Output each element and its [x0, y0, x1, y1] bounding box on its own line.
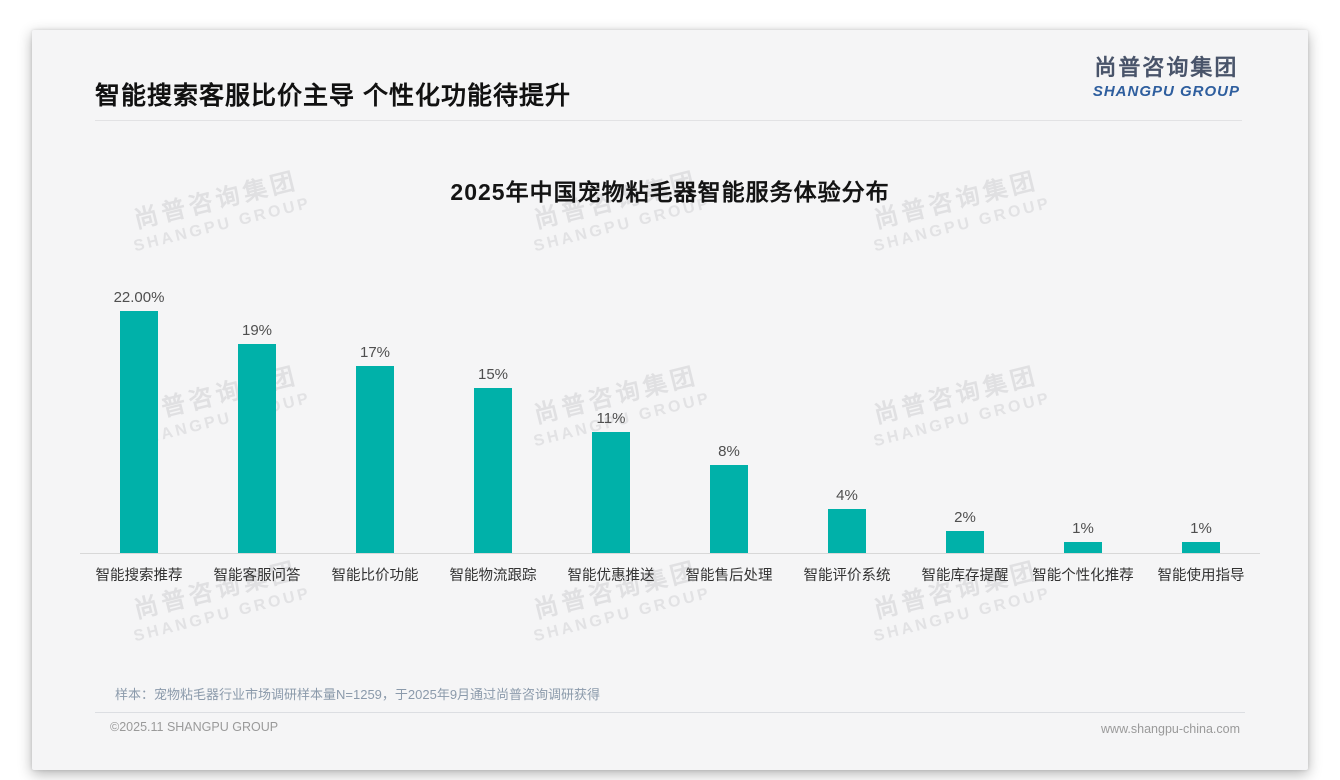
company-logo: 尚普咨询集团 SHANGPU GROUP [1093, 50, 1240, 100]
bar-column: 15% [434, 283, 552, 553]
bar [592, 432, 630, 553]
slide-card: 智能搜索客服比价主导 个性化功能待提升 尚普咨询集团 SHANGPU GROUP… [32, 30, 1308, 770]
footer-separator [95, 712, 1245, 713]
bar [1064, 542, 1102, 553]
logo-english-text: SHANGPU GROUP [1092, 83, 1240, 100]
chart-plot: 22.00% 19% 17% 15% 11% 8% 4% 2% 1% 1% [80, 283, 1260, 553]
title-separator [95, 120, 1242, 121]
watermark-english-text: SHANGPU GROUP [532, 584, 713, 646]
bar [828, 509, 866, 553]
watermark-english-text: SHANGPU GROUP [872, 584, 1053, 646]
bar-column: 2% [906, 283, 1024, 553]
page-title: 智能搜索客服比价主导 个性化功能待提升 [95, 82, 571, 110]
bar-value-label: 11% [596, 410, 626, 427]
watermark-english-text: SHANGPU GROUP [132, 584, 313, 646]
bar-column: 1% [1142, 283, 1260, 553]
watermark-chinese-text: 尚普咨询集团 [531, 557, 702, 625]
logo-chinese-text: 尚普咨询集团 [1094, 55, 1239, 80]
bar-column: 11% [552, 283, 670, 553]
bar-column: 19% [198, 283, 316, 553]
bar-column: 1% [1024, 283, 1142, 553]
bar-value-label: 1% [1190, 520, 1212, 537]
bar-value-label: 22.00% [113, 289, 165, 306]
x-axis-label: 智能库存提醒 [921, 568, 1009, 584]
bar-value-label: 4% [836, 487, 858, 504]
bar-column: 17% [316, 283, 434, 553]
bar [946, 531, 984, 553]
bar-column: 8% [670, 283, 788, 553]
bar [1182, 542, 1220, 553]
sample-note: 样本：宠物粘毛器行业市场调研样本量N=1259，于2025年9月通过尚普咨询调研… [115, 687, 601, 702]
bar-value-label: 8% [718, 443, 740, 460]
footer-copyright: ©2025.11 SHANGPU GROUP [110, 720, 279, 734]
footer-url: www.shangpu-china.com [1101, 722, 1240, 736]
bar-column: 22.00% [80, 283, 198, 553]
bar-value-label: 1% [1072, 520, 1094, 537]
bar-value-label: 15% [477, 366, 509, 383]
bar [710, 465, 748, 553]
x-axis-label: 智能物流跟踪 [449, 568, 537, 584]
x-axis-label: 智能个性化推荐 [1032, 568, 1134, 584]
bar [356, 366, 394, 553]
bar [474, 388, 512, 553]
x-axis-label: 智能评价系统 [803, 568, 891, 584]
x-axis-label: 智能客服问答 [213, 568, 301, 584]
bar-column: 4% [788, 283, 906, 553]
x-axis-label: 智能比价功能 [331, 568, 419, 584]
bar-value-label: 2% [954, 509, 976, 526]
bar [120, 311, 158, 553]
x-axis-label: 智能优惠推送 [567, 568, 655, 584]
bar-value-label: 19% [241, 322, 273, 339]
x-axis-label: 智能使用指导 [1157, 568, 1245, 584]
x-axis-label: 智能售后处理 [685, 568, 773, 584]
bar-value-label: 17% [359, 344, 391, 361]
bar [238, 344, 276, 553]
chart-title: 2025年中国宠物粘毛器智能服务体验分布 [450, 179, 890, 205]
watermark-chinese-text: 尚普咨询集团 [871, 557, 1042, 625]
x-axis-line [80, 553, 1260, 554]
x-axis-label: 智能搜索推荐 [95, 568, 183, 584]
watermark-chinese-text: 尚普咨询集团 [131, 557, 302, 625]
x-axis-labels: 智能搜索推荐 智能客服问答 智能比价功能 智能物流跟踪 智能优惠推送 智能售后处理 智能评价… [80, 564, 1260, 585]
